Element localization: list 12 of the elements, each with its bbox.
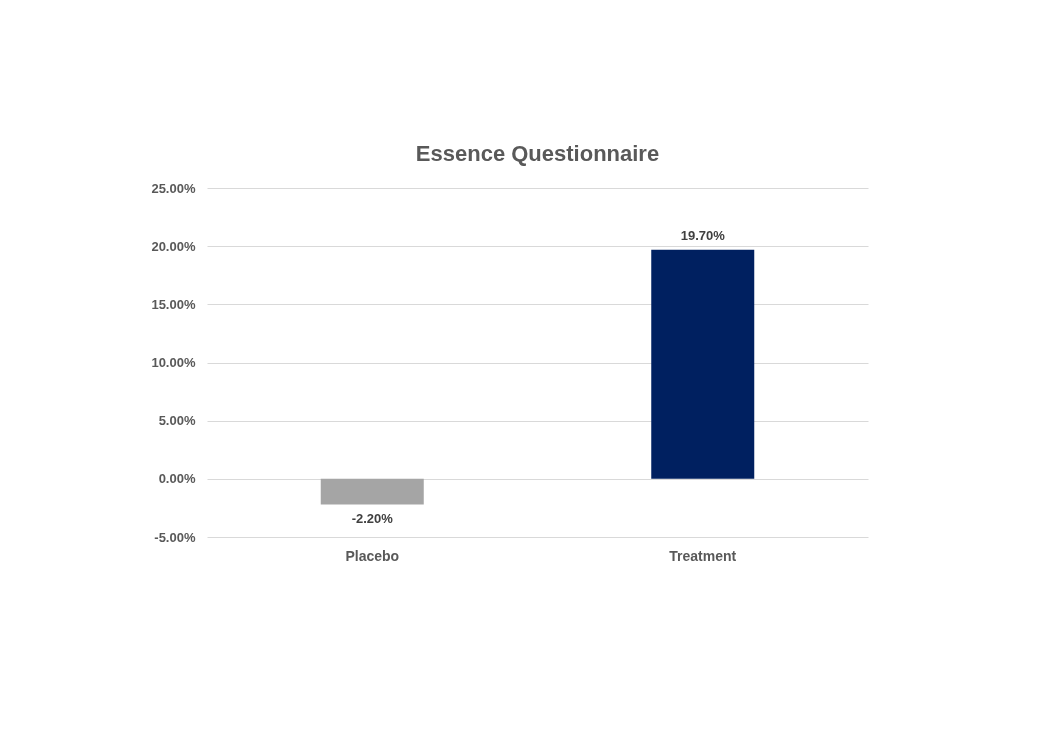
- y-tick-label: -5.00%: [154, 529, 196, 545]
- y-tick-label: 15.00%: [151, 296, 196, 312]
- y-tick-label: 0.00%: [158, 471, 196, 487]
- data-label: -2.20%: [351, 511, 394, 527]
- y-tick-label: 10.00%: [151, 355, 196, 370]
- y-tick-label: 25.00%: [151, 180, 196, 196]
- chart-title: Essence Questionnaire: [415, 141, 660, 166]
- x-tick-label: Treatment: [669, 547, 737, 564]
- data-label: 19.70%: [680, 227, 726, 243]
- y-tick-label: 20.00%: [151, 238, 196, 254]
- y-tick-label: 5.00%: [158, 413, 196, 429]
- x-tick-label: Placebo: [345, 547, 400, 564]
